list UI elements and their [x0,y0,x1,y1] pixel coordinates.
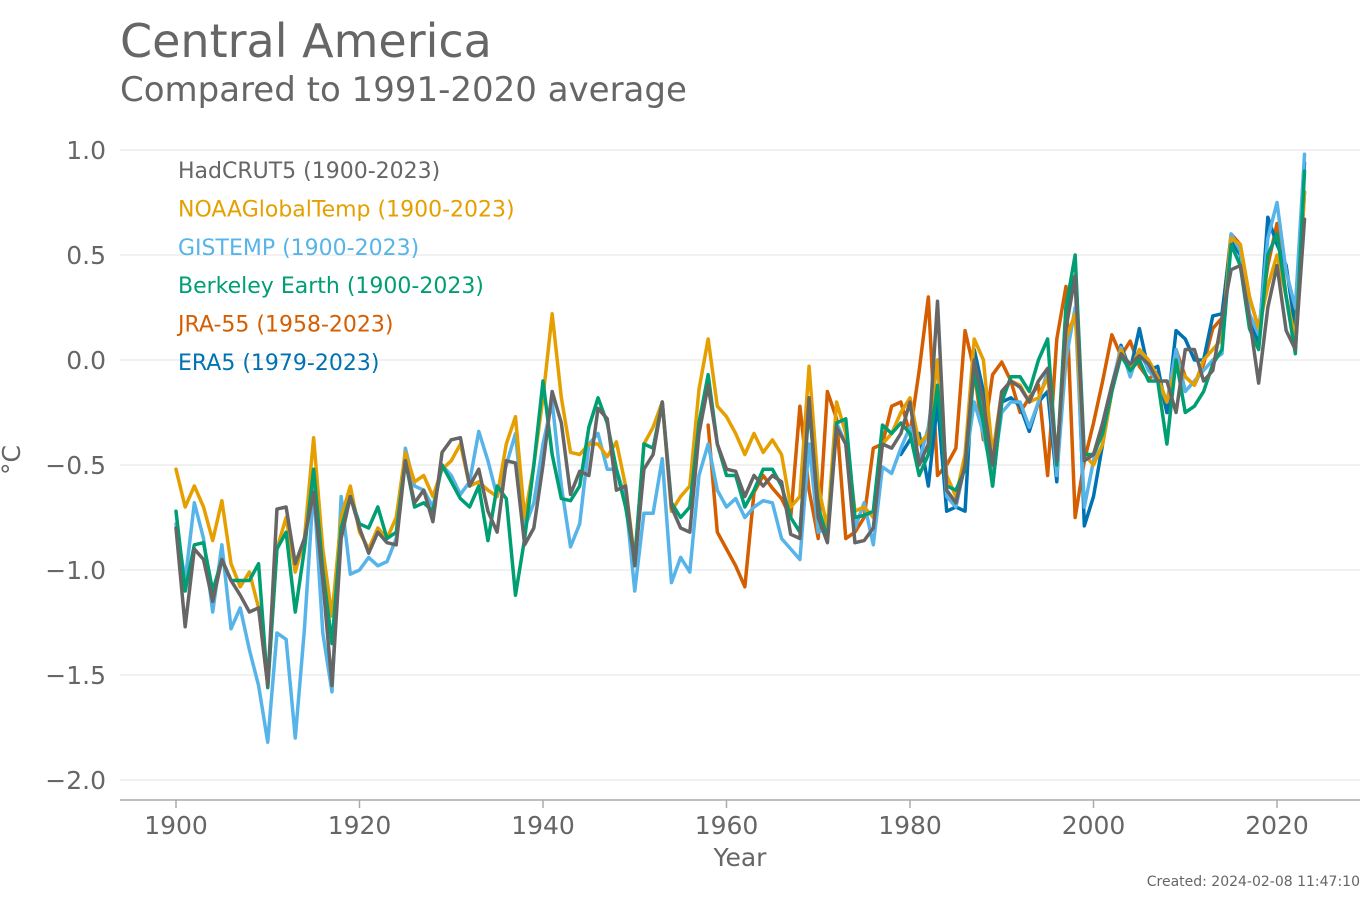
y-tick-label: 0.5 [66,241,106,270]
y-tick-label: −1.5 [45,661,106,690]
x-tick-label: 1980 [878,811,942,840]
x-tick-label: 1960 [695,811,759,840]
series-line-hadcrut5 [174,217,1307,688]
legend: HadCRUT5 (1900-2023) NOAAGlobalTemp (1900… [176,159,515,376]
y-axis-label: °C [0,445,26,475]
x-axis-label: Year [713,843,768,872]
x-tick-label: 2020 [1245,811,1309,840]
created-timestamp: Created: 2024-02-08 11:47:10 [1146,874,1360,890]
series-lines [174,152,1307,744]
x-tick-label: 1920 [328,811,392,840]
legend-entry: JRA-55 (1958-2023) [176,313,393,338]
x-axis: 1900 1920 1940 1960 1980 2000 2020 [120,799,1360,840]
legend-entry: ERA5 (1979-2023) [178,351,379,376]
chart-title: Central America [120,14,492,68]
x-tick-label: 1940 [511,811,575,840]
legend-entry: Berkeley Earth (1900-2023) [178,274,484,299]
series-line-noaaglobaltemp [174,190,1307,688]
x-tick-label: 1900 [144,811,208,840]
legend-entry: GISTEMP (1900-2023) [178,236,419,261]
y-tick-label: −1.0 [45,556,106,585]
legend-entry: NOAAGlobalTemp (1900-2023) [178,197,515,222]
y-axis-ticks: 1.0 0.5 0.0 −0.5 −1.0 −1.5 −2.0 [45,136,106,795]
y-tick-label: −2.0 [45,766,106,795]
y-tick-label: 1.0 [66,136,106,165]
y-tick-label: −0.5 [45,451,106,480]
x-tick-label: 2000 [1062,811,1126,840]
y-tick-label: 0.0 [66,346,106,375]
chart-subtitle: Compared to 1991-2020 average [120,70,687,110]
legend-entry: HadCRUT5 (1900-2023) [178,159,440,184]
